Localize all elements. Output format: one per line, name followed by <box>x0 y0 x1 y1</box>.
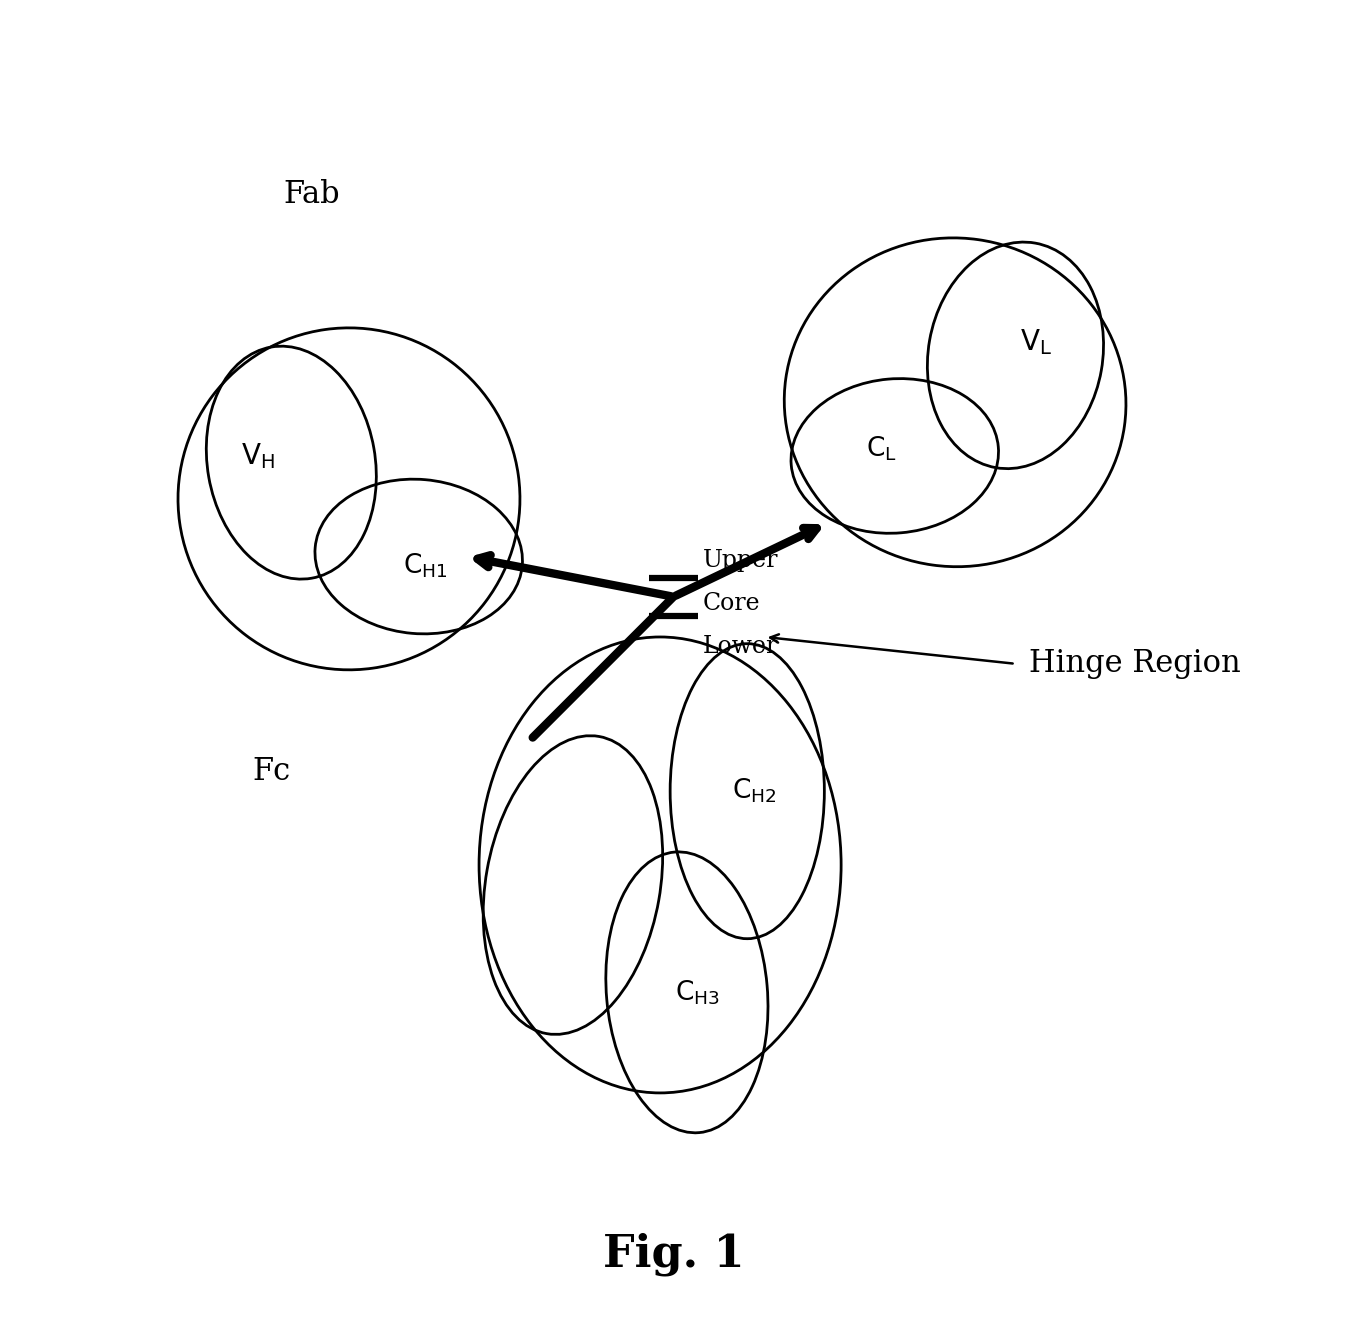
Text: $\mathrm{C_{H1}}$: $\mathrm{C_{H1}}$ <box>403 551 447 581</box>
Text: Core: Core <box>703 591 761 616</box>
Text: Fab: Fab <box>283 178 339 211</box>
Text: Upper: Upper <box>703 548 779 573</box>
Text: Hinge Region: Hinge Region <box>1029 648 1241 680</box>
Text: Fc: Fc <box>252 755 290 787</box>
Text: $\mathrm{V_H}$: $\mathrm{V_H}$ <box>241 441 275 471</box>
Text: Fig. 1: Fig. 1 <box>602 1232 745 1275</box>
Text: $\mathrm{V_L}$: $\mathrm{V_L}$ <box>1020 327 1052 357</box>
Text: $\mathrm{C_{H2}}$: $\mathrm{C_{H2}}$ <box>731 776 776 806</box>
Text: $\mathrm{C_L}$: $\mathrm{C_L}$ <box>866 434 897 464</box>
Text: Lower: Lower <box>703 634 779 658</box>
Text: $\mathrm{C_{H3}}$: $\mathrm{C_{H3}}$ <box>675 978 721 1007</box>
